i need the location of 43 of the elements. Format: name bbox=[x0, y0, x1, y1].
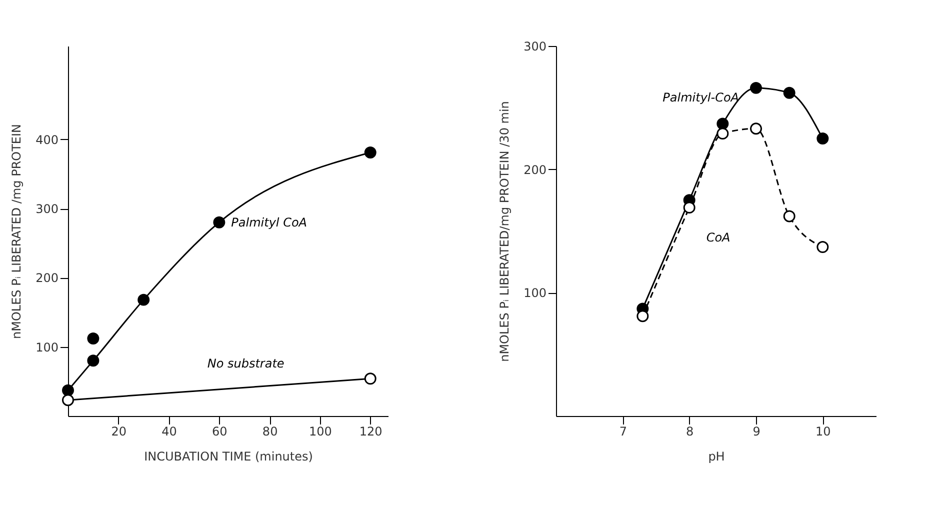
point bbox=[364, 372, 376, 385]
series-label: No substrate bbox=[207, 356, 284, 371]
point bbox=[636, 310, 649, 322]
point bbox=[750, 122, 762, 135]
y-tick-label: 300 bbox=[524, 40, 546, 54]
point bbox=[816, 241, 829, 254]
y-axis-title: nMOLES Pᵢ LIBERATED /mg PROTEIN bbox=[10, 124, 24, 340]
point bbox=[783, 86, 796, 99]
point bbox=[62, 384, 74, 396]
x-tick-label: 80 bbox=[262, 424, 278, 438]
series-label: Palmityl CoA bbox=[231, 215, 308, 230]
point bbox=[816, 132, 829, 144]
x-tick-label: 8 bbox=[686, 424, 694, 438]
point bbox=[87, 332, 100, 345]
x-tick-label: 9 bbox=[752, 424, 760, 438]
x-tick-label: 10 bbox=[816, 424, 831, 438]
y-tick-label: 100 bbox=[524, 286, 546, 300]
x-tick-label: 40 bbox=[162, 424, 177, 438]
x-tick-label: 100 bbox=[309, 424, 332, 438]
x-tick-label: 20 bbox=[111, 424, 127, 438]
y-tick-label: 400 bbox=[36, 132, 58, 147]
y-tick-label: 300 bbox=[36, 202, 58, 216]
point bbox=[213, 216, 226, 228]
point bbox=[364, 146, 376, 158]
y-tick-label: 200 bbox=[36, 271, 58, 286]
x-tick-label: 120 bbox=[359, 424, 382, 438]
x-tick-label: 7 bbox=[619, 424, 627, 438]
x-axis-title: INCUBATION TIME (minutes) bbox=[144, 450, 313, 464]
point bbox=[750, 82, 762, 94]
x-tick-label: 60 bbox=[212, 424, 228, 438]
y-tick-label: 100 bbox=[36, 340, 58, 354]
y-axis-title: nMOLES Pᵢ LIBERATED/mg PROTEIN /30 min bbox=[498, 101, 512, 362]
y-tick-label: 200 bbox=[524, 162, 546, 177]
point bbox=[783, 210, 796, 222]
series-label: CoA bbox=[706, 230, 730, 245]
point bbox=[716, 118, 729, 130]
series-label: Palmityl-CoA bbox=[662, 90, 740, 105]
point bbox=[138, 294, 150, 306]
point bbox=[62, 394, 74, 406]
point bbox=[87, 354, 100, 367]
point bbox=[683, 202, 696, 214]
point bbox=[716, 128, 729, 140]
x-axis-title: pH bbox=[708, 450, 725, 464]
